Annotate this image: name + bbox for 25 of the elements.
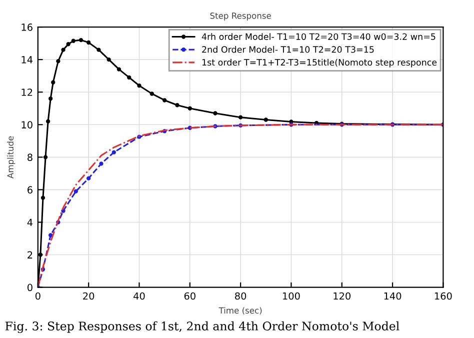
x-tick-label: 100 [283,292,300,300]
x-tick-label: 80 [235,292,246,300]
y-axis-title: Amplitude [7,136,16,178]
x-tick-label: 120 [334,292,351,300]
y-tick-label: 2 [28,251,32,258]
y-tick-label: 10 [22,121,32,128]
y-tick-label: 6 [28,186,32,194]
x-tick-label: 140 [384,292,402,300]
y-tick-label: 14 [22,56,33,64]
legend-label: 1st order T=T1+T2-T3=15title(Nomoto step responce [202,58,437,68]
y-tick-label: 4 [27,218,33,226]
x-axis-title: Time (sec) [218,307,262,315]
caption: Fig. 3: Step Responses of 1st, 2nd and 4th Order Nomoto's Model [5,321,400,333]
x-tick-label: 160 [434,292,452,300]
chart-title: Step Response [210,12,271,20]
y-tick-label: 8 [28,154,32,161]
x-tick-label: 0 [35,292,40,300]
y-tick-label: 16 [22,24,32,31]
y-tick-label: 12 [22,88,32,96]
legend-label: 4rh order Model- T1=10 T2=20 T3=40 w0=3.2 wn=5 [202,33,436,40]
legend-label: 2nd Order Model- T1=10 T2=20 T3=15 [202,46,374,53]
x-tick-label: 20 [83,292,94,300]
y-tick-label: 0 [28,284,32,292]
x-tick-label: 40 [134,292,145,300]
x-tick-label: 60 [184,292,196,300]
